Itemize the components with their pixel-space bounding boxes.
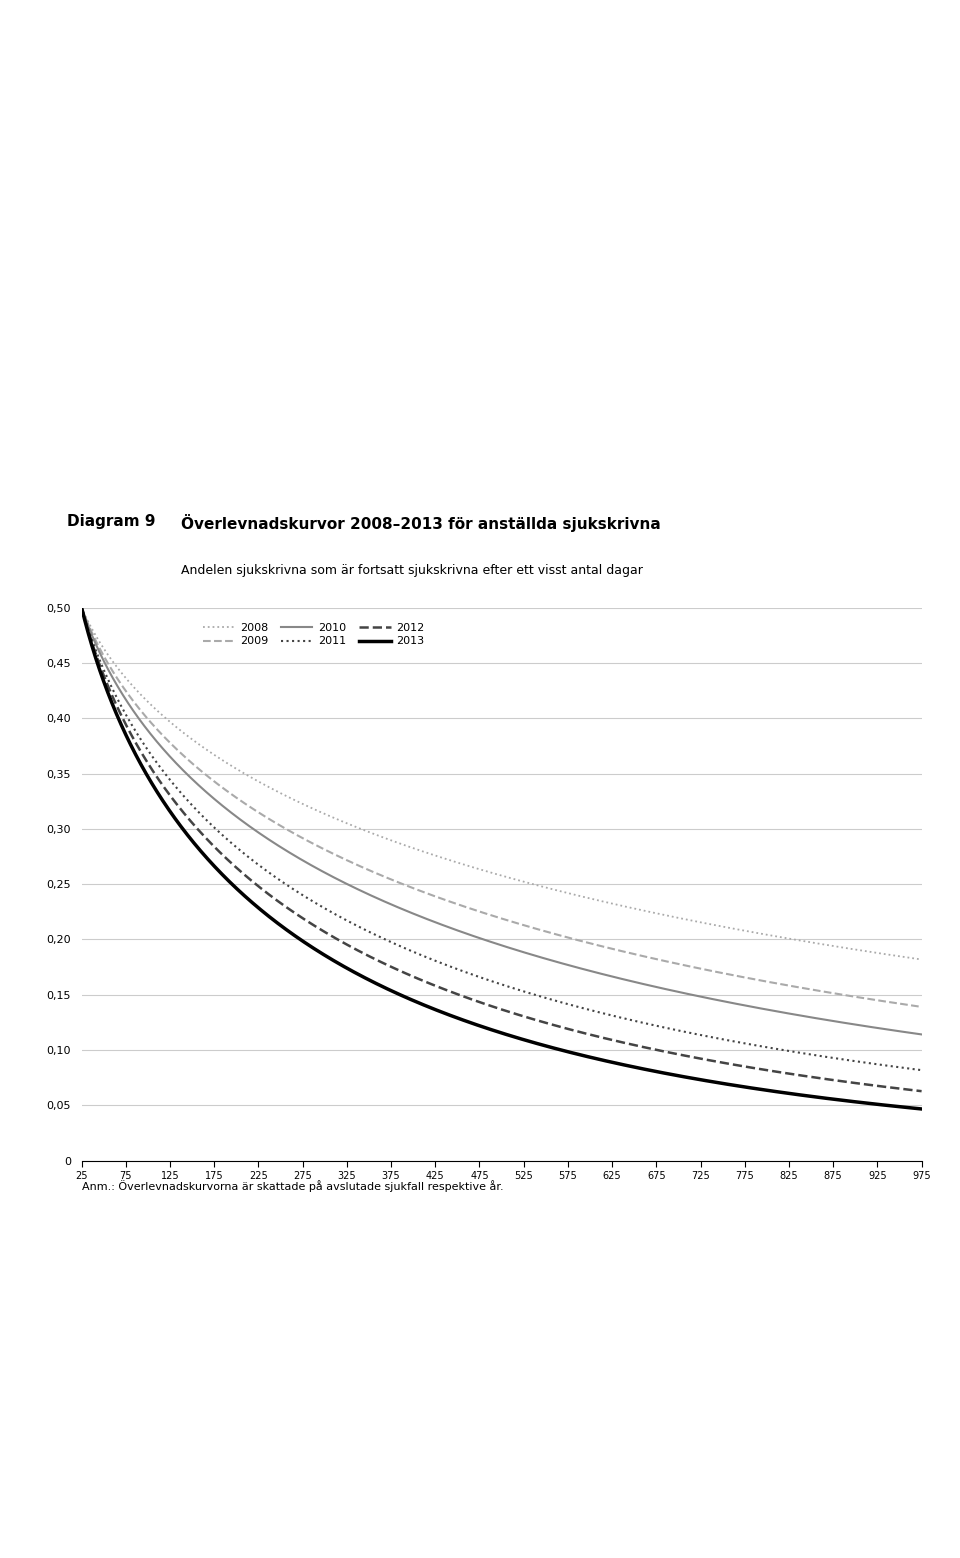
Text: Överlevnadskurvor 2008–2013 för anställda sjukskrivna: Överlevnadskurvor 2008–2013 för anställd… [181, 514, 661, 533]
Legend: 2008, 2009, 2010, 2011, 2012, 2013: 2008, 2009, 2010, 2011, 2012, 2013 [199, 619, 429, 651]
Text: Anm.: Överlevnadskurvorna är skattade på avslutade sjukfall respektive år.: Anm.: Överlevnadskurvorna är skattade på… [82, 1179, 503, 1192]
Text: Andelen sjukskrivna som är fortsatt sjukskrivna efter ett visst antal dagar: Andelen sjukskrivna som är fortsatt sjuk… [181, 564, 643, 576]
Text: Diagram 9: Diagram 9 [67, 514, 156, 530]
